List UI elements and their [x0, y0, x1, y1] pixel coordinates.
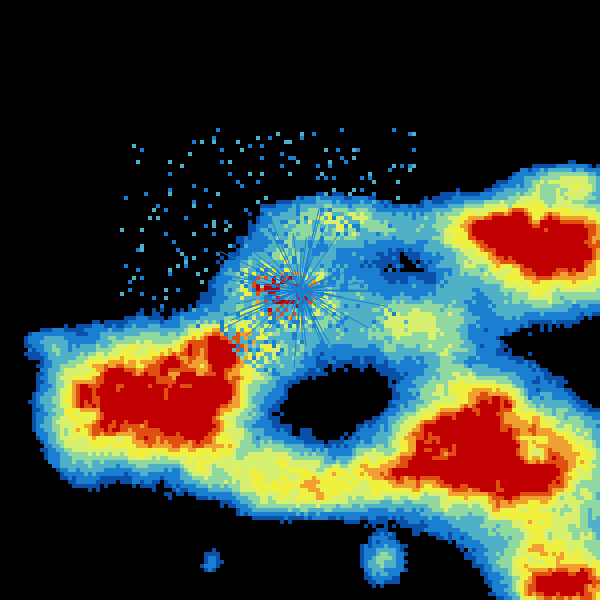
- radar-image: [0, 0, 600, 600]
